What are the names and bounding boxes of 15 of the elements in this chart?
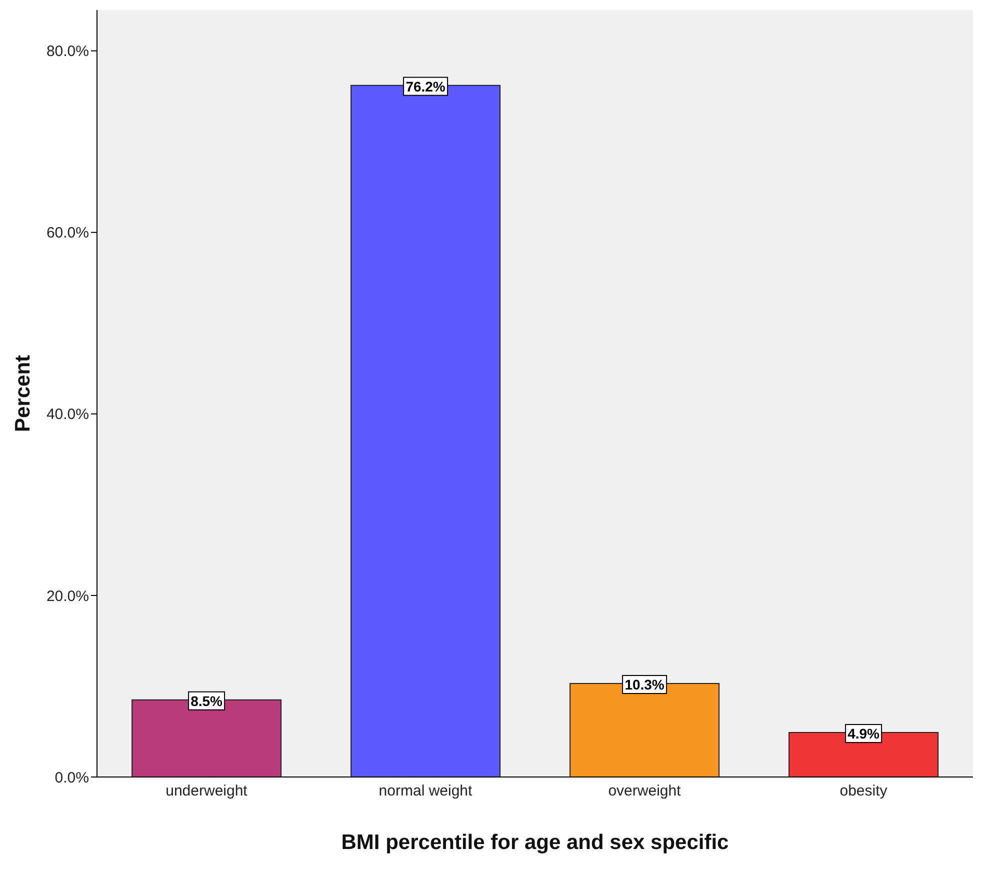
y-tick-label: 60.0% (46, 224, 89, 242)
data-label: 8.5% (190, 692, 224, 709)
y-axis-title: Percent (11, 354, 34, 432)
x-axis-title: BMI percentile for age and sex specific (341, 831, 730, 854)
y-tick-label: 40.0% (46, 406, 89, 424)
y-tick-label: 0.0% (54, 769, 89, 786)
x-tick-label: obesity (840, 782, 888, 800)
data-label: 4.9% (848, 726, 880, 742)
x-tick-label: underweight (166, 782, 248, 800)
x-tick-label: normal weight (378, 782, 474, 800)
y-tick-label: 80.0% (46, 43, 89, 60)
data-label: 76.2% (406, 78, 446, 94)
data-label: 10.3% (624, 676, 665, 693)
x-tick-label: overweight (608, 782, 682, 800)
y-tick-label: 20.0% (46, 588, 89, 605)
